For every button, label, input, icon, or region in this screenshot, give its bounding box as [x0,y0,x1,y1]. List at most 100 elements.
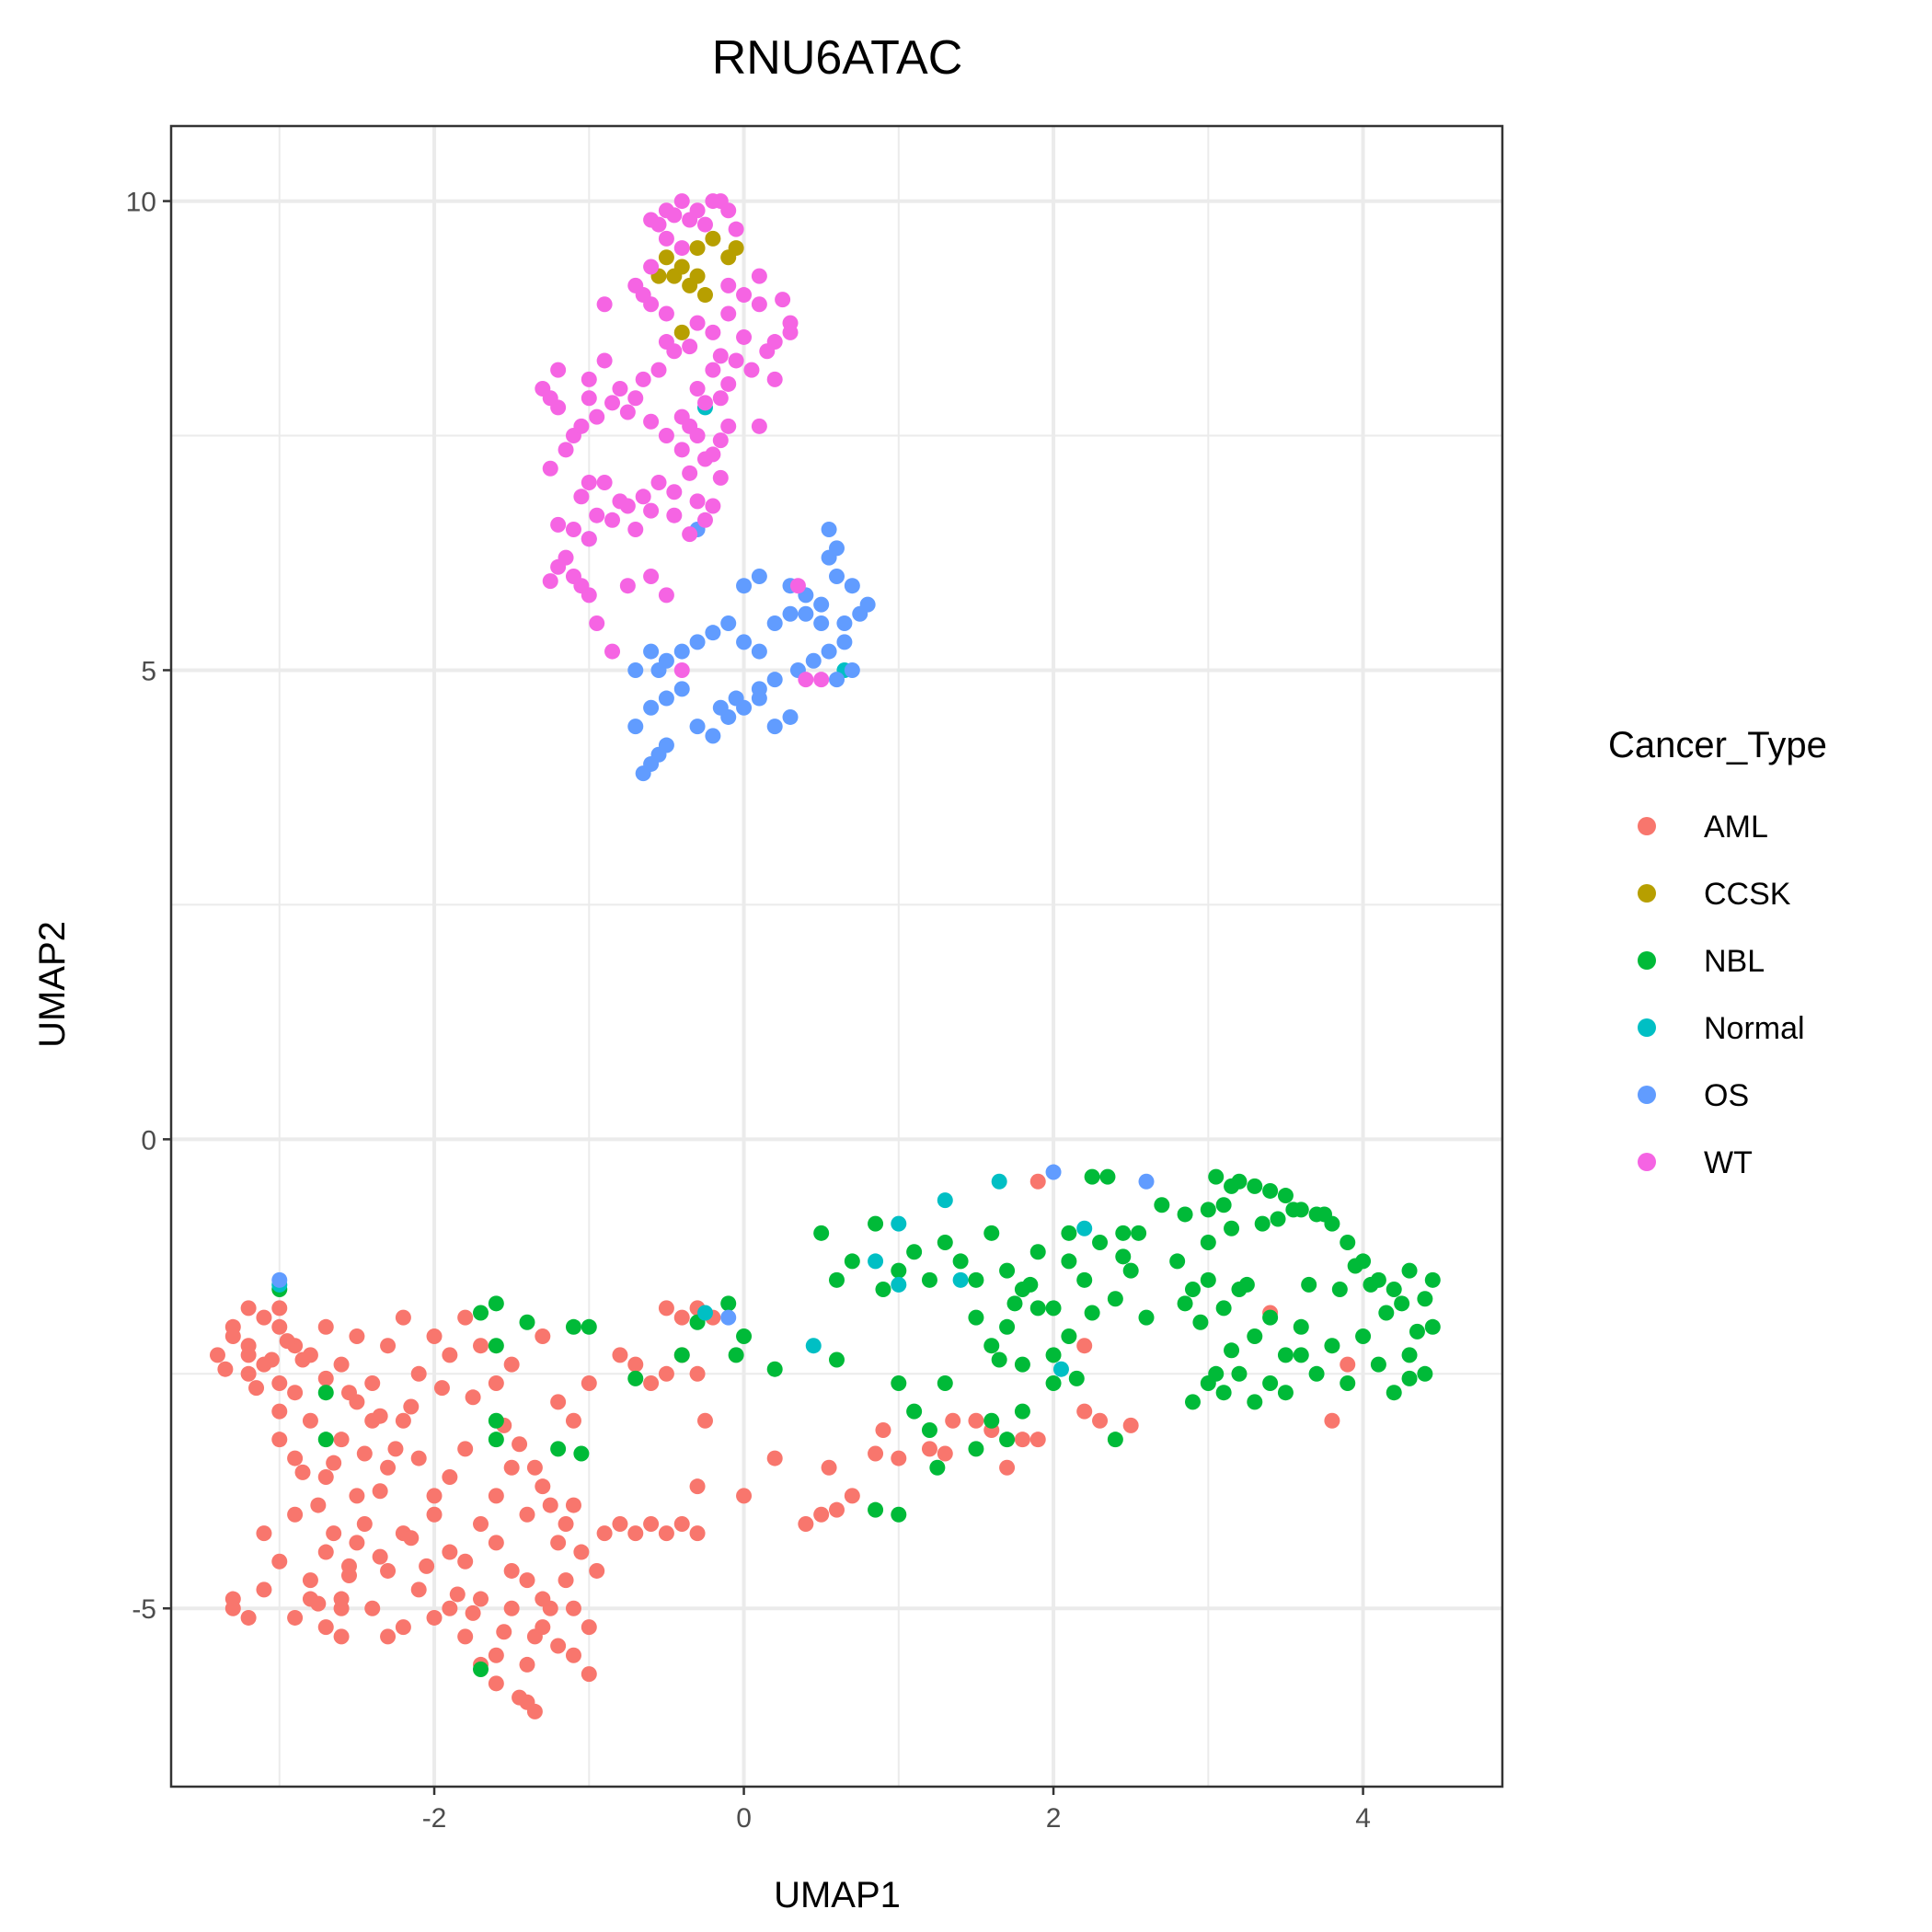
data-point [712,469,729,486]
data-point [1184,1394,1201,1410]
data-point [1308,1365,1325,1382]
data-point [526,1459,543,1476]
data-point [751,643,767,660]
data-point [696,1305,713,1321]
data-point [844,661,860,678]
data-point [891,1506,907,1523]
data-point [766,719,783,735]
data-point [627,522,644,538]
data-point [736,1328,753,1345]
data-point [859,596,876,613]
data-point [372,1548,388,1565]
data-point [875,1421,891,1438]
data-point [1022,1276,1039,1293]
series-nbl [271,1168,1441,1678]
data-point [658,587,674,604]
legend-key-os [1638,1086,1656,1104]
data-point [1215,1385,1232,1401]
data-point [519,1572,535,1589]
data-point [635,371,651,387]
data-point [317,1370,334,1386]
data-point [263,1351,280,1368]
data-point [271,1271,288,1288]
data-point [349,1535,365,1551]
data-point [829,672,845,688]
data-point [619,578,636,594]
data-point [782,315,799,331]
data-point [317,1318,334,1335]
data-point [682,465,698,481]
data-point [844,1488,860,1504]
data-point [1115,1248,1132,1265]
data-point [488,1295,504,1312]
data-point [1262,1182,1279,1199]
data-point [542,460,558,477]
data-point [240,1365,257,1382]
data-point [868,1445,884,1462]
legend-key-normal [1638,1018,1656,1037]
data-point [891,1262,907,1279]
data-point [442,1600,458,1616]
data-point [449,1586,466,1603]
data-point [673,442,690,458]
data-point [1076,1403,1093,1420]
data-point [256,1525,272,1542]
data-point [991,1173,1007,1190]
data-point [643,1515,660,1532]
data-point [829,1501,845,1518]
data-point [503,1562,520,1579]
legend-label-normal: Normal [1704,1011,1805,1046]
data-point [442,1347,458,1363]
data-point [1254,1215,1271,1232]
data-point [1277,1188,1294,1204]
data-point [643,643,660,660]
data-point [1200,1271,1216,1288]
minor-gridlines [171,126,1502,1787]
data-point [689,1478,706,1495]
data-point [689,268,706,284]
data-point [1092,1235,1109,1251]
data-point [224,1328,241,1345]
data-point [512,1436,528,1453]
data-point [937,1235,953,1251]
data-point [829,1351,845,1368]
data-point [565,1647,581,1663]
data-point [248,1380,265,1397]
data-point [573,489,590,505]
data-point [604,512,621,528]
data-point [682,212,698,228]
data-point [666,207,683,224]
data-point [1200,1202,1216,1218]
data-point [720,1309,737,1326]
data-point [696,1412,713,1429]
data-point [1347,1258,1363,1274]
y-tick-label: 5 [141,656,156,686]
data-point [1340,1235,1356,1251]
data-point [782,708,799,725]
data-point [340,1385,357,1401]
data-point [1370,1356,1386,1373]
data-point [589,1562,605,1579]
data-point [643,502,660,519]
data-point [627,1525,644,1542]
data-point [1045,1347,1062,1363]
data-point [720,1295,737,1312]
data-point [410,1581,427,1598]
data-point [1029,1244,1046,1260]
data-point [736,634,753,650]
data-point [457,1553,474,1570]
data-point [658,1300,674,1317]
data-point [473,1338,489,1354]
data-point [821,643,837,660]
data-point [1177,1206,1193,1223]
data-point [535,1328,551,1345]
data-point [503,1459,520,1476]
data-point [627,390,644,407]
x-axis-ticks: -2 0 2 4 [422,1787,1371,1834]
data-point [673,1515,690,1532]
data-point [473,1515,489,1532]
data-point [813,1506,830,1523]
data-point [906,1244,923,1260]
data-point [395,1309,411,1326]
data-point [813,672,830,688]
